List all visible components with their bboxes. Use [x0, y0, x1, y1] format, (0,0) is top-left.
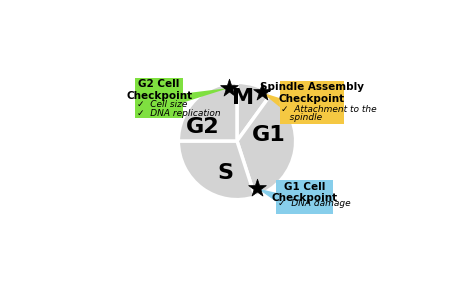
- Text: spindle: spindle: [281, 113, 322, 122]
- Text: G1: G1: [252, 125, 285, 145]
- Text: ✓  DNA replication: ✓ DNA replication: [137, 109, 220, 118]
- Point: [258, 90, 265, 95]
- Point: [254, 186, 261, 191]
- FancyBboxPatch shape: [276, 180, 333, 214]
- Wedge shape: [178, 82, 237, 141]
- Text: Spindle Assembly
Checkpoint: Spindle Assembly Checkpoint: [260, 82, 364, 104]
- Text: M: M: [232, 88, 254, 108]
- Polygon shape: [257, 188, 276, 202]
- Wedge shape: [178, 141, 255, 200]
- Wedge shape: [237, 82, 272, 141]
- FancyBboxPatch shape: [280, 81, 344, 124]
- Text: G2: G2: [186, 118, 220, 137]
- Text: ✓  DNA damage: ✓ DNA damage: [278, 199, 350, 208]
- Point: [225, 86, 233, 90]
- Text: G1 Cell
Checkpoint: G1 Cell Checkpoint: [272, 182, 338, 203]
- Text: G2 Cell
Checkpoint: G2 Cell Checkpoint: [126, 79, 192, 101]
- FancyBboxPatch shape: [136, 78, 183, 118]
- Text: ✓  Cell size: ✓ Cell size: [137, 100, 187, 109]
- Text: S: S: [218, 163, 234, 182]
- Text: ✓  Attachment to the: ✓ Attachment to the: [281, 105, 377, 114]
- Polygon shape: [183, 88, 229, 103]
- Wedge shape: [237, 94, 296, 197]
- Polygon shape: [262, 92, 280, 107]
